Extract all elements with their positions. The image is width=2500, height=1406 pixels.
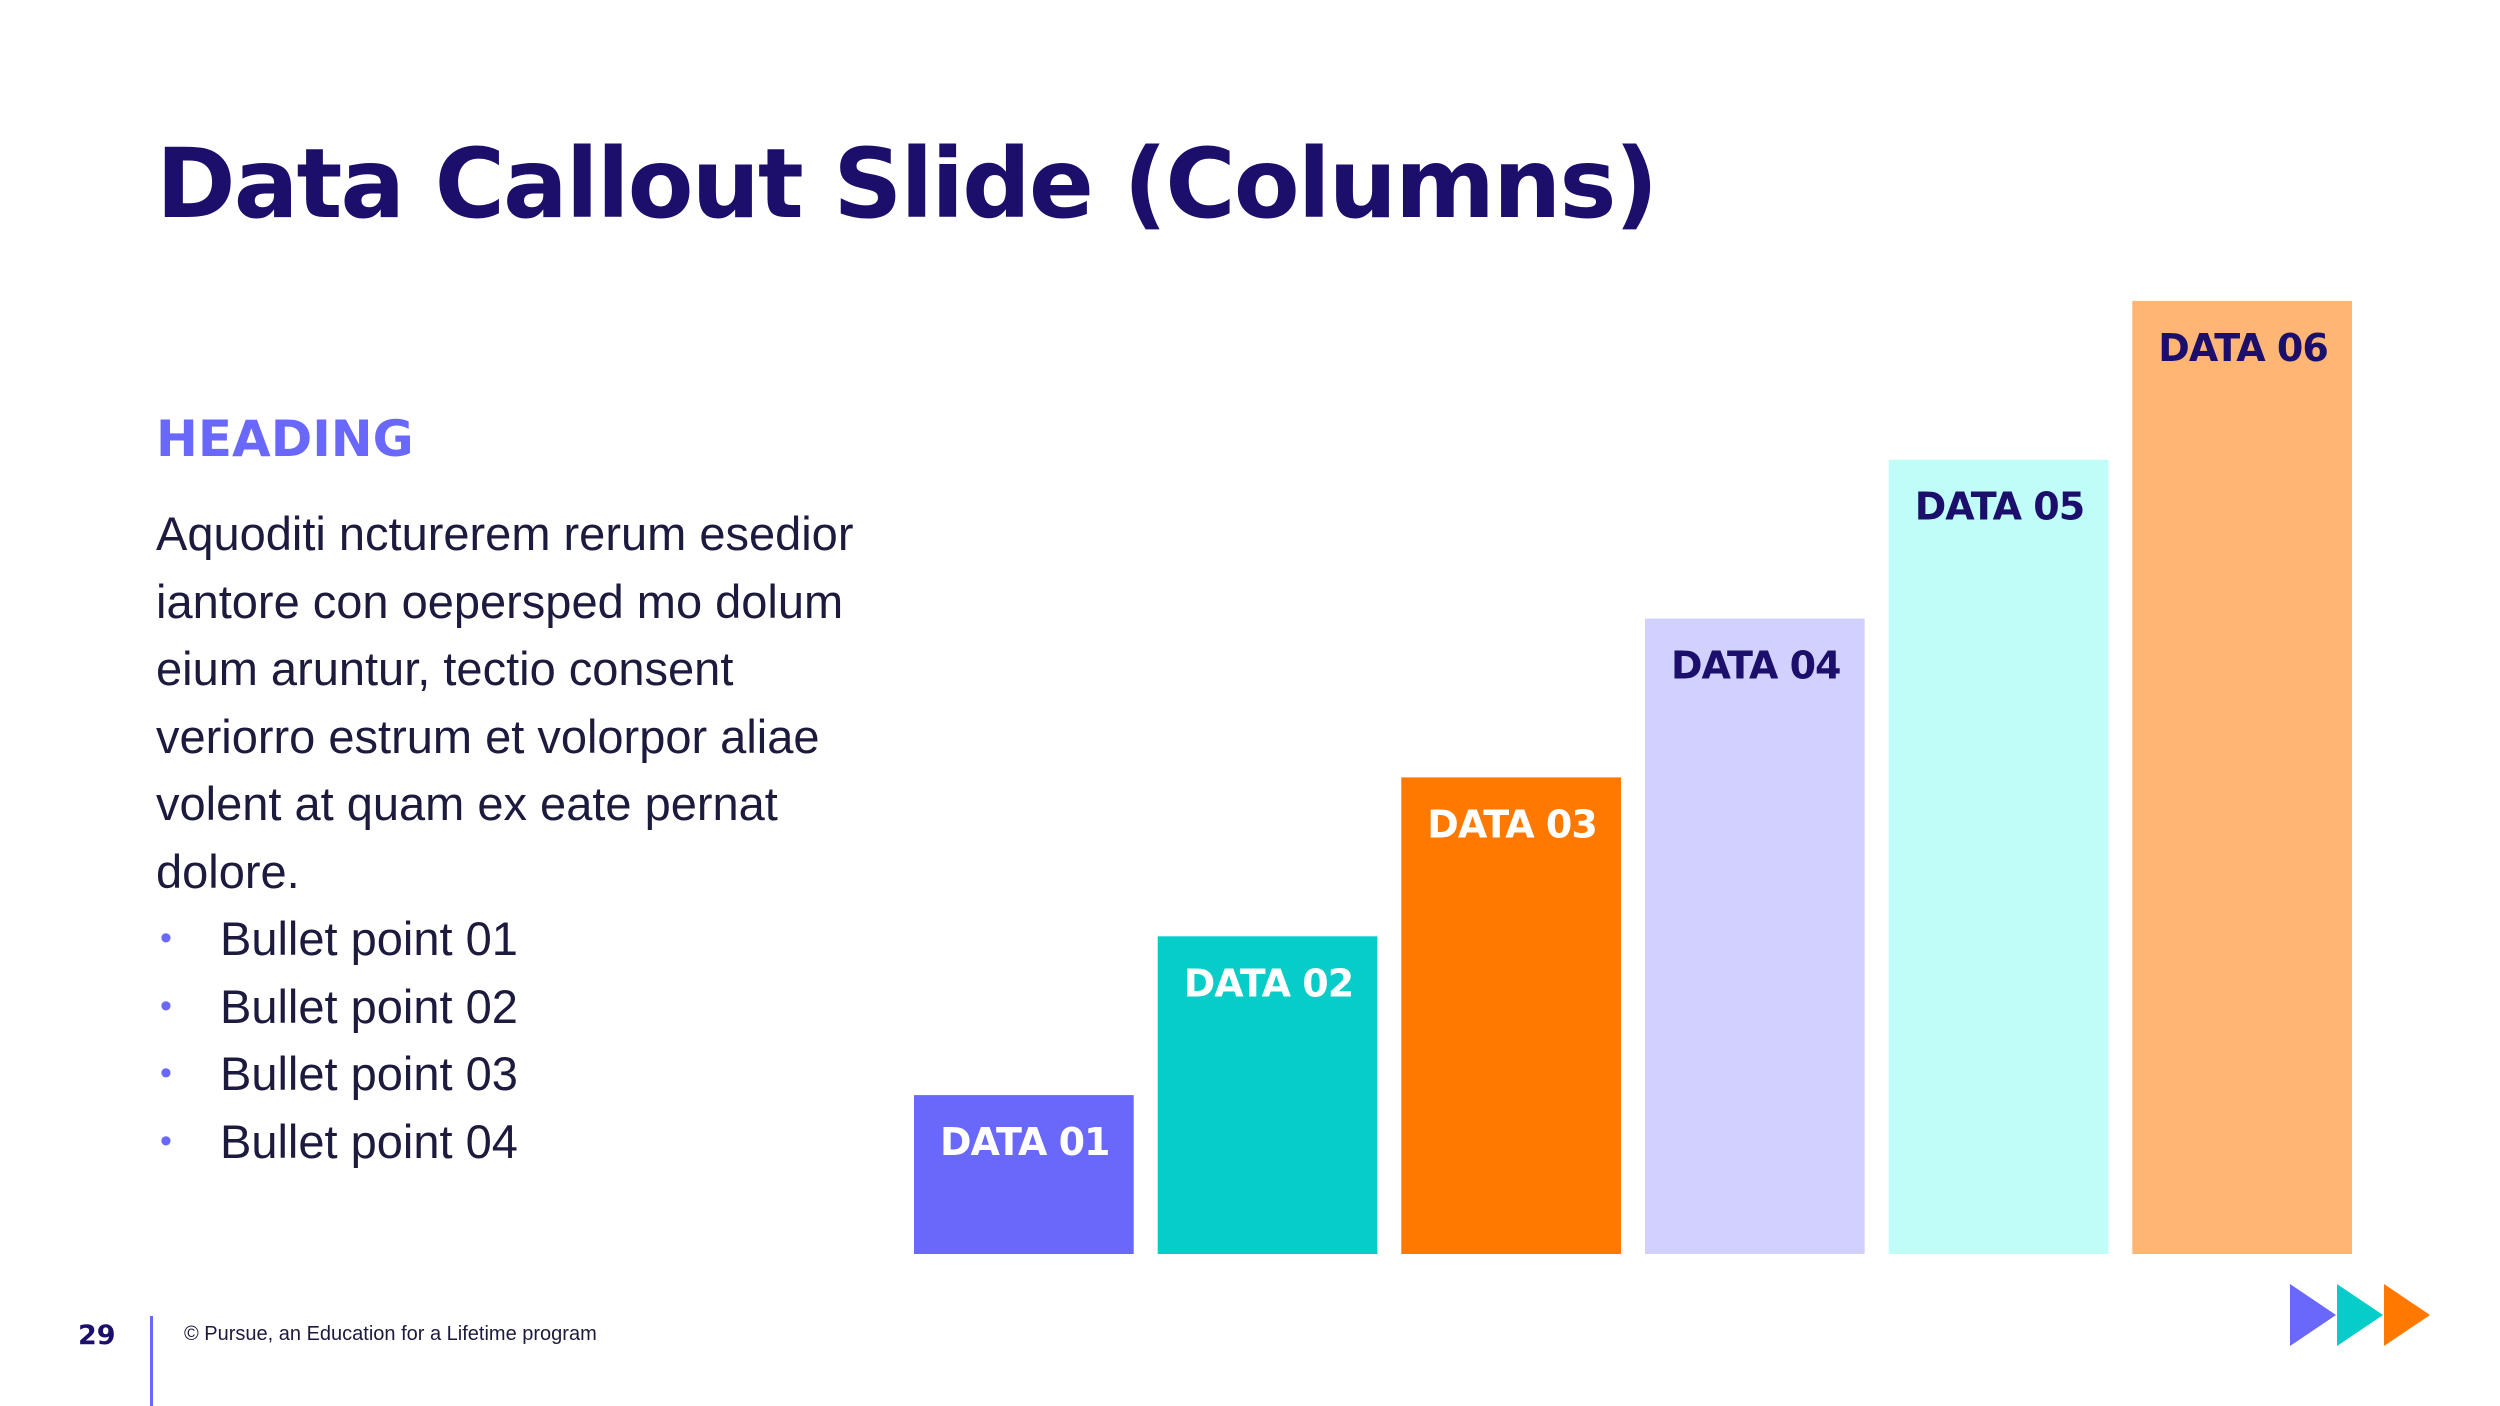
bullet-marker: • [160, 919, 172, 957]
bullet-text: Bullet point 02 [220, 979, 518, 1033]
bullet-item: • Bullet point 04 [156, 1108, 518, 1176]
bullet-marker: • [160, 1121, 172, 1160]
play-arrow-icon [2337, 1284, 2383, 1346]
bar-label: DATA 02 [1184, 961, 1354, 1005]
bullet-text: Bullet point 04 [220, 1114, 518, 1168]
bar-label: DATA 01 [940, 1120, 1110, 1164]
bar-label: DATA 04 [1671, 644, 1841, 688]
chart-bar [2132, 300, 2352, 1254]
slide-title: Data Callout Slide (Columns) [156, 128, 1658, 240]
bar-label: DATA 06 [2158, 326, 2328, 370]
bullet-list: • Bullet point 01 • Bullet point 02 • Bu… [156, 905, 518, 1175]
bullet-marker: • [160, 986, 172, 1025]
bullet-item: • Bullet point 02 [156, 973, 518, 1041]
chart-bar [1157, 936, 1378, 1254]
footer-divider [150, 1316, 153, 1406]
bullet-text: Bullet point 03 [220, 1047, 518, 1100]
bar-label: DATA 03 [1427, 802, 1597, 846]
chart-bar [1888, 459, 2109, 1254]
chart-bar [1645, 618, 1865, 1254]
bar-label: DATA 05 [1915, 485, 2085, 529]
triple-play-arrows-icon [2290, 1284, 2430, 1346]
body-paragraph: Aquoditi ncturerem rerum esedior iantore… [156, 507, 854, 898]
chart-bar [1401, 777, 1621, 1254]
bullet-marker: • [160, 1054, 172, 1092]
bullet-item: • Bullet point 03 [156, 1040, 518, 1108]
copyright-text: © Pursue, an Education for a Lifetime pr… [184, 1323, 597, 1345]
play-arrow-icon [2290, 1284, 2336, 1346]
chart-bar [914, 1095, 1134, 1254]
play-arrow-icon [2384, 1284, 2430, 1346]
page-number: 29 [78, 1320, 116, 1351]
bullet-text: Bullet point 01 [220, 912, 518, 965]
bullet-item: • Bullet point 01 [156, 905, 518, 973]
section-heading: HEADING [156, 410, 414, 468]
